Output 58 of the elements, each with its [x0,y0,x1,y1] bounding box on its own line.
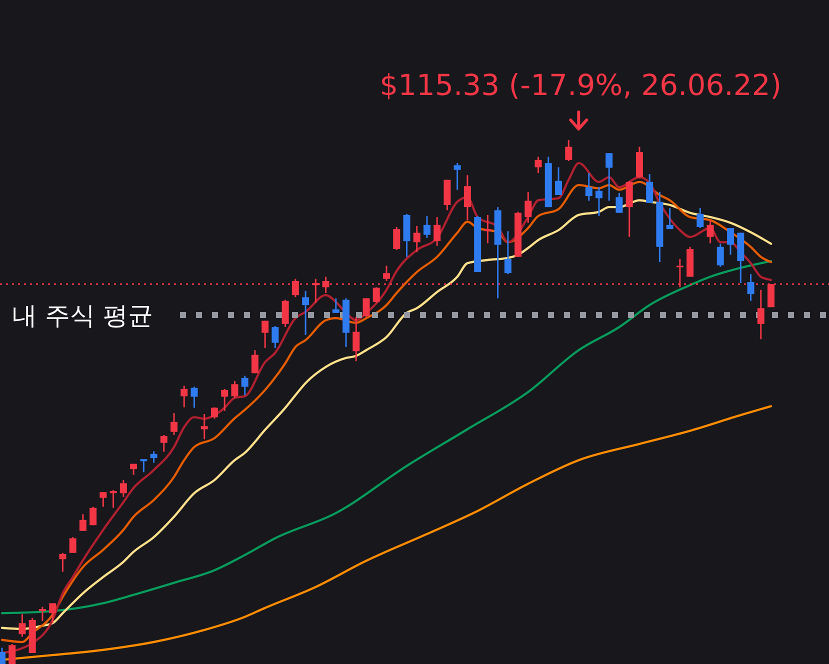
candlestick [190,386,198,409]
candlestick [231,380,238,399]
candlestick [100,491,107,508]
candlestick [383,265,390,282]
candlestick [484,214,492,244]
candlestick [38,606,46,622]
candlestick [524,191,532,224]
candlestick [8,643,16,664]
candlestick [332,298,340,314]
candlestick [18,613,26,638]
candlestick [423,215,430,239]
candlestick [90,506,97,526]
candlestick [595,186,602,217]
candlestick [241,375,248,396]
candlestick [504,230,512,275]
candlestick [454,162,461,191]
candlestick [606,152,613,202]
candlestick [110,489,117,509]
candlestick [696,207,704,229]
candlestick [534,156,542,174]
ref-line-label: 내 주식 평균 [12,301,153,330]
candlestick [251,349,258,374]
candlestick [120,479,127,498]
candlestick [747,273,754,302]
candlestick [757,289,764,340]
candlestick [393,226,400,251]
candlestick [272,325,279,349]
candlestick [200,413,208,440]
candlestick [262,320,269,349]
candlestick [585,172,592,202]
candlestick [413,225,420,253]
text: $115.33 (-17.9%, 26.06.22) [380,68,782,102]
candlestick [180,385,188,408]
candlestick [150,450,158,464]
candlestick [170,412,178,436]
candlestick [210,406,218,420]
candlestick [555,166,562,196]
candlestick [282,299,289,328]
candlestick [616,192,623,214]
candlestick [352,316,360,362]
candlestick [666,207,674,230]
candlestick [716,243,724,268]
candlestick [706,219,714,244]
candlestick [372,286,380,304]
candlestick [140,458,148,473]
candlestick [69,536,76,554]
candlestick [302,290,310,336]
candlestick [646,173,654,204]
candlestick [727,227,734,256]
candlestick [565,139,572,162]
candlestick [79,513,86,532]
candlestick [434,216,441,247]
candlestick [49,602,56,624]
candlestick [59,552,66,573]
candlestick [221,388,228,412]
candlestick [464,174,471,221]
candlestick [362,298,370,318]
candlestick [160,434,168,453]
